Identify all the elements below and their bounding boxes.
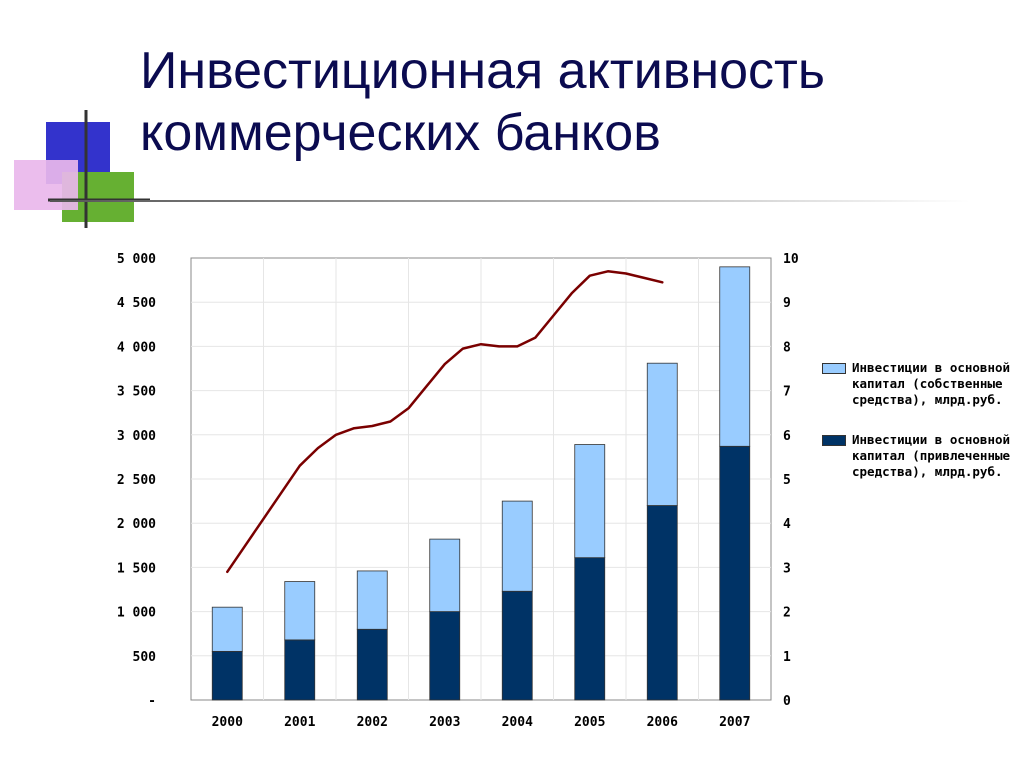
x-tick-label: 2006 (647, 715, 678, 730)
right-tick-label: 2 (783, 606, 791, 621)
x-axis: 2000 2001 2002 2003 2004 2005 2006 2007 (212, 715, 751, 730)
x-tick-label: 2002 (357, 715, 388, 730)
x-tick-label: 2005 (574, 715, 605, 730)
x-tick-label: 2007 (719, 715, 750, 730)
left-tick-label: 4 000 (117, 340, 156, 355)
right-tick-label: 1 (783, 650, 791, 665)
right-tick-label: 7 (783, 385, 791, 400)
legend-swatch-own-funds (822, 363, 846, 374)
bar-own-funds-2002 (356, 570, 388, 630)
bar-own-funds-2000 (211, 606, 243, 652)
left-tick-label: 2 500 (117, 473, 156, 488)
right-tick-label: 8 (783, 340, 791, 355)
left-tick-label: 500 (133, 650, 157, 665)
legend-label-borrowed-funds: Инвестиции в основной капитал (привлечен… (852, 432, 1011, 479)
left-tick-label: 4 500 (117, 296, 156, 311)
legend-swatch-borrowed-funds (822, 435, 846, 446)
bar-borrowed-funds-2007 (719, 445, 751, 701)
bar-borrowed-funds-2003 (429, 611, 461, 701)
line-series-path (226, 270, 664, 574)
line-series (226, 270, 664, 574)
legend: Инвестиции в основной капитал (собственн… (822, 360, 1022, 504)
left-tick-label: - (148, 694, 156, 709)
decorative-squares (14, 110, 150, 228)
left-tick-label: 3 500 (117, 385, 156, 400)
slide-title: Инвестиционная активность коммерческих б… (140, 42, 825, 162)
right-tick-label: 5 (783, 473, 791, 488)
bar-own-funds-2007 (719, 266, 751, 447)
left-tick-label: 1 000 (117, 606, 156, 621)
legend-item-borrowed-funds: Инвестиции в основной капитал (привлечен… (822, 432, 1022, 480)
bar-own-funds-2005 (574, 444, 606, 559)
bar-borrowed-funds-2001 (284, 639, 316, 701)
right-tick-label: 6 (783, 429, 791, 444)
left-axis: - 500 1 000 1 500 2 000 2 500 3 000 3 500 4 000 4… (117, 252, 156, 709)
right-axis: 0 1 2 3 4 5 6 7 8 9 10 (783, 252, 799, 709)
bars (211, 266, 751, 701)
x-tick-label: 2004 (502, 715, 533, 730)
bar-own-funds-2001 (284, 581, 316, 641)
bar-borrowed-funds-2000 (211, 650, 243, 701)
right-tick-label: 4 (783, 517, 791, 532)
grid (191, 258, 771, 700)
legend-label-own-funds: Инвестиции в основной капитал (собственн… (852, 360, 1011, 407)
x-tick-label: 2001 (284, 715, 315, 730)
bar-own-funds-2003 (429, 538, 461, 612)
left-tick-label: 2 000 (117, 517, 156, 532)
bar-own-funds-2004 (501, 500, 533, 592)
left-tick-label: 5 000 (117, 252, 156, 267)
bar-borrowed-funds-2005 (574, 557, 606, 701)
bar-borrowed-funds-2004 (501, 590, 533, 701)
x-tick-label: 2003 (429, 715, 460, 730)
bar-own-funds-2006 (646, 362, 678, 506)
right-tick-label: 9 (783, 296, 791, 311)
x-tick-label: 2000 (212, 715, 243, 730)
right-tick-label: 10 (783, 252, 799, 267)
left-tick-label: 1 500 (117, 561, 156, 576)
right-tick-label: 3 (783, 561, 791, 576)
bar-borrowed-funds-2002 (356, 628, 388, 701)
title-rule (50, 200, 970, 202)
bar-borrowed-funds-2006 (646, 505, 678, 701)
right-tick-label: 0 (783, 694, 791, 709)
legend-item-own-funds: Инвестиции в основной капитал (собственн… (822, 360, 1022, 408)
left-tick-label: 3 000 (117, 429, 156, 444)
